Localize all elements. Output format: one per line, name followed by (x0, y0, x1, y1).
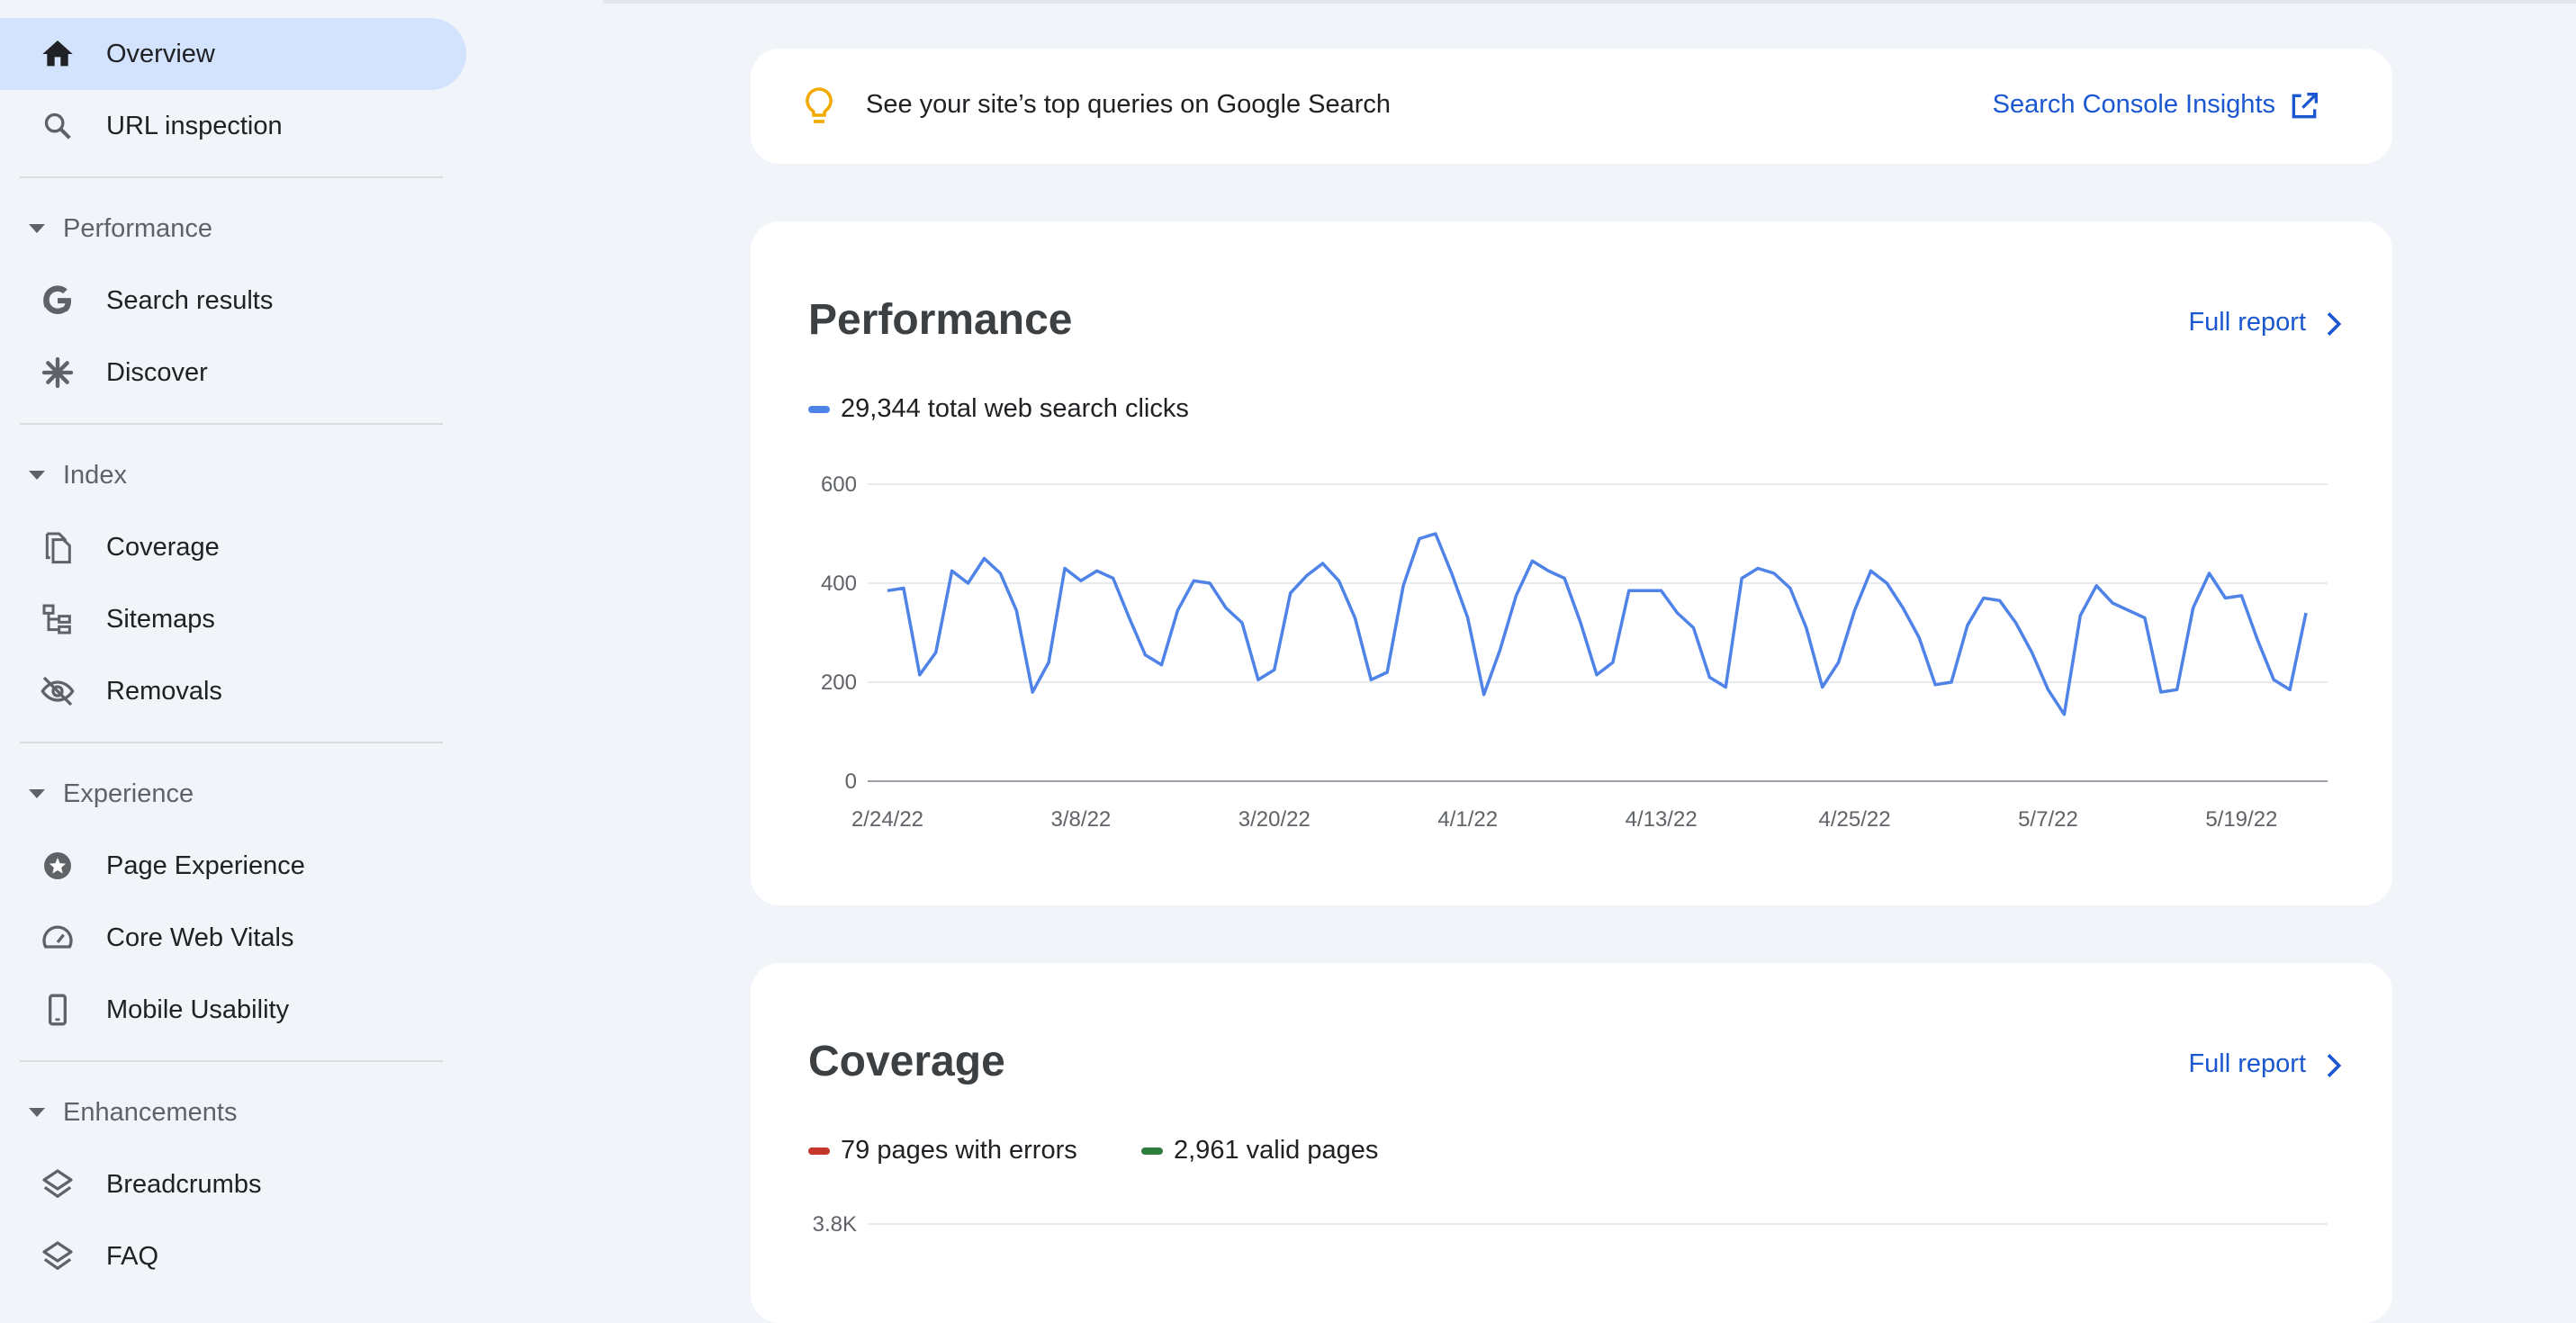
divider (20, 1060, 443, 1062)
insights-text: See your site’s top queries on Google Se… (866, 90, 1392, 119)
copy-pages-icon (40, 529, 76, 565)
sidebar-section-label: Index (63, 460, 127, 490)
sidebar-item-label: Search results (106, 285, 274, 315)
sitemap-icon (40, 601, 76, 637)
speedometer-icon (40, 920, 76, 956)
sidebar-item-core-web-vitals[interactable]: Core Web Vitals (0, 902, 486, 974)
legend-swatch (1141, 1147, 1163, 1155)
top-divider (603, 0, 2576, 4)
coverage-chart: 3.8K (813, 1212, 2328, 1237)
legend-label: 79 pages with errors (841, 1136, 1077, 1165)
sidebar-item-label: FAQ (106, 1241, 159, 1271)
x-tick-label: 4/1/22 (1437, 807, 1498, 832)
sidebar-item-page-experience[interactable]: Page Experience (0, 830, 486, 902)
performance-legend[interactable]: 29,344 total web search clicks (808, 394, 1189, 424)
layers-icon (40, 1238, 76, 1274)
sidebar-item-overview[interactable]: Overview (0, 18, 466, 90)
caret-down-icon (29, 789, 45, 798)
sidebar-item-search-results[interactable]: Search results (0, 265, 486, 337)
legend-swatch (808, 405, 830, 413)
chevron-right-icon[interactable] (2315, 306, 2351, 342)
sidebar-section-label: Performance (63, 213, 213, 243)
insights-card: See your site’s top queries on Google Se… (751, 49, 2392, 164)
sidebar-section-experience[interactable]: Experience (0, 758, 486, 830)
x-tick-label: 2/24/22 (851, 807, 923, 832)
sidebar-item-label: Sitemaps (106, 604, 215, 634)
x-tick-label: 5/7/22 (2018, 807, 2078, 832)
divider (20, 742, 443, 743)
sidebar-item-label: Removals (106, 676, 222, 706)
x-tick-label: 3/8/22 (1051, 807, 1112, 832)
sidebar-item-label: Coverage (106, 532, 220, 562)
x-tick-label: 4/13/22 (1626, 807, 1698, 832)
y-tick-label: 3.8K (813, 1212, 857, 1237)
sidebar-item-faq[interactable]: FAQ (0, 1220, 486, 1292)
performance-chart: 0 200 400 600 2/24/22 3/8/22 3/20/22 4/1/22 4/13… (821, 472, 2328, 832)
sidebar-section-index[interactable]: Index (0, 439, 486, 511)
coverage-card: Coverage Full report 79 pages with error… (751, 963, 2392, 1323)
divider (20, 423, 443, 425)
sidebar: Overview URL inspection Performance Sear… (0, 0, 486, 1271)
phone-icon (40, 992, 76, 1028)
sidebar-section-performance[interactable]: Performance (0, 193, 486, 265)
sidebar-section-label: Experience (63, 778, 194, 808)
chevron-right-icon[interactable] (2315, 1048, 2351, 1084)
home-icon (40, 36, 76, 72)
sidebar-item-label: Breadcrumbs (106, 1169, 262, 1199)
sidebar-item-discover[interactable]: Discover (0, 337, 486, 409)
sidebar-item-label: Page Experience (106, 850, 305, 880)
google-g-icon (40, 283, 76, 319)
coverage-full-report-link[interactable]: Full report (2188, 1049, 2306, 1078)
sidebar-item-mobile-usability[interactable]: Mobile Usability (0, 974, 486, 1046)
caret-down-icon (29, 1108, 45, 1117)
caret-down-icon (29, 224, 45, 233)
divider (20, 176, 443, 178)
y-tick-label: 0 (845, 770, 857, 794)
sidebar-section-label: Enhancements (63, 1097, 238, 1127)
sidebar-item-removals[interactable]: Removals (0, 655, 486, 727)
performance-full-report-link[interactable]: Full report (2188, 308, 2306, 337)
legend-label: 2,961 valid pages (1174, 1136, 1379, 1165)
x-tick-label: 3/20/22 (1238, 807, 1311, 832)
sidebar-item-sitemaps[interactable]: Sitemaps (0, 583, 486, 655)
coverage-legend-valid[interactable]: 2,961 valid pages (1141, 1136, 1378, 1166)
badge-icon (40, 848, 76, 884)
sidebar-item-label: Discover (106, 357, 208, 387)
asterisk-icon (40, 355, 76, 391)
y-tick-label: 600 (821, 472, 857, 497)
y-tick-label: 200 (821, 670, 857, 695)
layers-icon (40, 1166, 76, 1202)
open-in-new-icon[interactable] (2286, 88, 2322, 124)
search-console-insights-link[interactable]: Search Console Insights (1992, 90, 2275, 119)
x-tick-label: 4/25/22 (1819, 807, 1891, 832)
sidebar-item-label: Overview (106, 39, 215, 68)
y-tick-label: 400 (821, 572, 857, 596)
x-tick-label: 5/19/22 (2205, 807, 2277, 832)
search-icon (40, 108, 76, 144)
sidebar-item-breadcrumbs[interactable]: Breadcrumbs (0, 1148, 486, 1220)
eye-off-icon (40, 673, 76, 709)
sidebar-item-label: Core Web Vitals (106, 922, 294, 952)
sidebar-item-coverage[interactable]: Coverage (0, 511, 486, 583)
coverage-legend-errors[interactable]: 79 pages with errors (808, 1136, 1077, 1166)
sidebar-item-label: Mobile Usability (106, 994, 290, 1024)
performance-card: Performance Full report 29,344 total web… (751, 221, 2392, 905)
coverage-title: Coverage (808, 1038, 1005, 1085)
sidebar-section-enhancements[interactable]: Enhancements (0, 1076, 486, 1148)
performance-title: Performance (808, 296, 1073, 344)
legend-label: 29,344 total web search clicks (841, 394, 1189, 423)
sidebar-item-label: URL inspection (106, 111, 283, 140)
series-line-clicks[interactable] (887, 532, 2308, 716)
caret-down-icon (29, 471, 45, 480)
legend-swatch (808, 1147, 830, 1155)
lightbulb-icon (806, 87, 833, 123)
sidebar-item-url-inspection[interactable]: URL inspection (0, 90, 486, 162)
